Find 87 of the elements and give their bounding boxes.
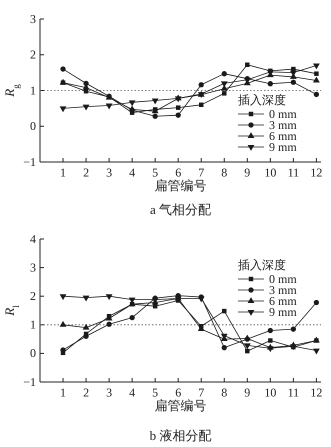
point — [152, 114, 158, 119]
x-tick-label: 3 — [106, 166, 112, 180]
y-tick-label: 1 — [30, 83, 36, 98]
y-tick-label: −1 — [23, 374, 36, 389]
y-tick-label: 3 — [30, 260, 36, 274]
x-tick-label: 4 — [129, 386, 136, 400]
x-tick-label: 9 — [244, 386, 250, 400]
point — [222, 91, 226, 96]
point — [60, 320, 66, 327]
point — [198, 102, 204, 108]
x-tick-label: 5 — [152, 386, 158, 400]
point — [245, 62, 250, 67]
y-tick-label: 3 — [30, 12, 36, 26]
text: a 气相分配 — [150, 202, 212, 217]
x-tick-label: 2 — [83, 386, 90, 400]
point — [314, 71, 319, 76]
legend-label: 6 mm — [269, 129, 298, 143]
x-tick-label: 12 — [310, 386, 322, 400]
x-tick-label: 6 — [175, 386, 182, 400]
point — [222, 308, 226, 314]
x-tick-label: 3 — [106, 386, 112, 400]
x-tick-label: 9 — [244, 166, 250, 180]
text: b 液相分配 — [150, 428, 212, 443]
point — [314, 300, 320, 306]
point — [312, 348, 320, 354]
point — [290, 80, 296, 85]
point — [244, 343, 251, 350]
point — [176, 112, 181, 118]
y-tick-label: −1 — [23, 154, 36, 169]
point — [222, 71, 227, 76]
point — [60, 106, 66, 112]
point — [312, 76, 320, 82]
point — [268, 328, 273, 334]
point — [82, 324, 90, 330]
point — [312, 64, 320, 70]
legend-label: 9 mm — [269, 140, 298, 154]
point — [128, 100, 136, 106]
legend-label: 0 mm — [269, 107, 298, 121]
x-tick-label: 11 — [288, 386, 300, 400]
x-tick-label: 12 — [310, 166, 322, 180]
point — [268, 338, 273, 343]
x-tick-label: 8 — [221, 166, 228, 180]
point — [268, 81, 273, 86]
legend-label: 3 mm — [269, 283, 298, 297]
x-tick-label: 1 — [60, 166, 66, 180]
legend-label: 3 mm — [269, 118, 298, 132]
point — [129, 315, 135, 320]
point — [222, 345, 227, 350]
legend-label: 9 mm — [269, 305, 298, 319]
x-tick-label: 5 — [152, 166, 158, 180]
point — [198, 82, 204, 88]
x-tick-label: 6 — [175, 166, 182, 180]
x-tick-label: 7 — [198, 386, 204, 400]
x-tick-label: 10 — [264, 386, 276, 400]
point — [106, 322, 112, 327]
x-tick-label: 11 — [288, 166, 300, 180]
legend-label: 0 mm — [269, 272, 298, 286]
y-tick-label: 1 — [30, 318, 36, 332]
y-tick-label: 2 — [30, 48, 36, 62]
x-tick-label: 4 — [129, 166, 136, 180]
legend-title: 插入深度 — [238, 258, 286, 272]
x-axis-title: 扁管编号 — [154, 398, 206, 413]
point — [314, 92, 320, 98]
point — [290, 326, 296, 332]
y-tick-label: 0 — [30, 119, 36, 134]
point — [60, 294, 66, 300]
x-axis-title: 扁管编号 — [154, 178, 206, 193]
x-tick-label: 7 — [198, 166, 204, 180]
x-tick-label: 1 — [60, 386, 66, 400]
y-tick-label: 2 — [30, 289, 36, 304]
point — [82, 296, 90, 302]
y-tick-label: 4 — [30, 232, 36, 246]
x-tick-label: 2 — [83, 166, 90, 180]
point — [266, 346, 274, 352]
legend-title: 插入深度 — [238, 93, 286, 107]
point — [152, 98, 159, 104]
y-tick-label: 0 — [30, 346, 36, 360]
point — [106, 104, 112, 110]
point — [60, 66, 66, 72]
x-tick-label: 8 — [221, 386, 228, 400]
x-tick-label: 10 — [264, 166, 276, 180]
point — [245, 348, 250, 354]
point — [198, 296, 205, 302]
legend-label: 6 mm — [269, 294, 298, 308]
point — [176, 105, 180, 110]
point — [106, 294, 112, 300]
point — [82, 104, 90, 111]
